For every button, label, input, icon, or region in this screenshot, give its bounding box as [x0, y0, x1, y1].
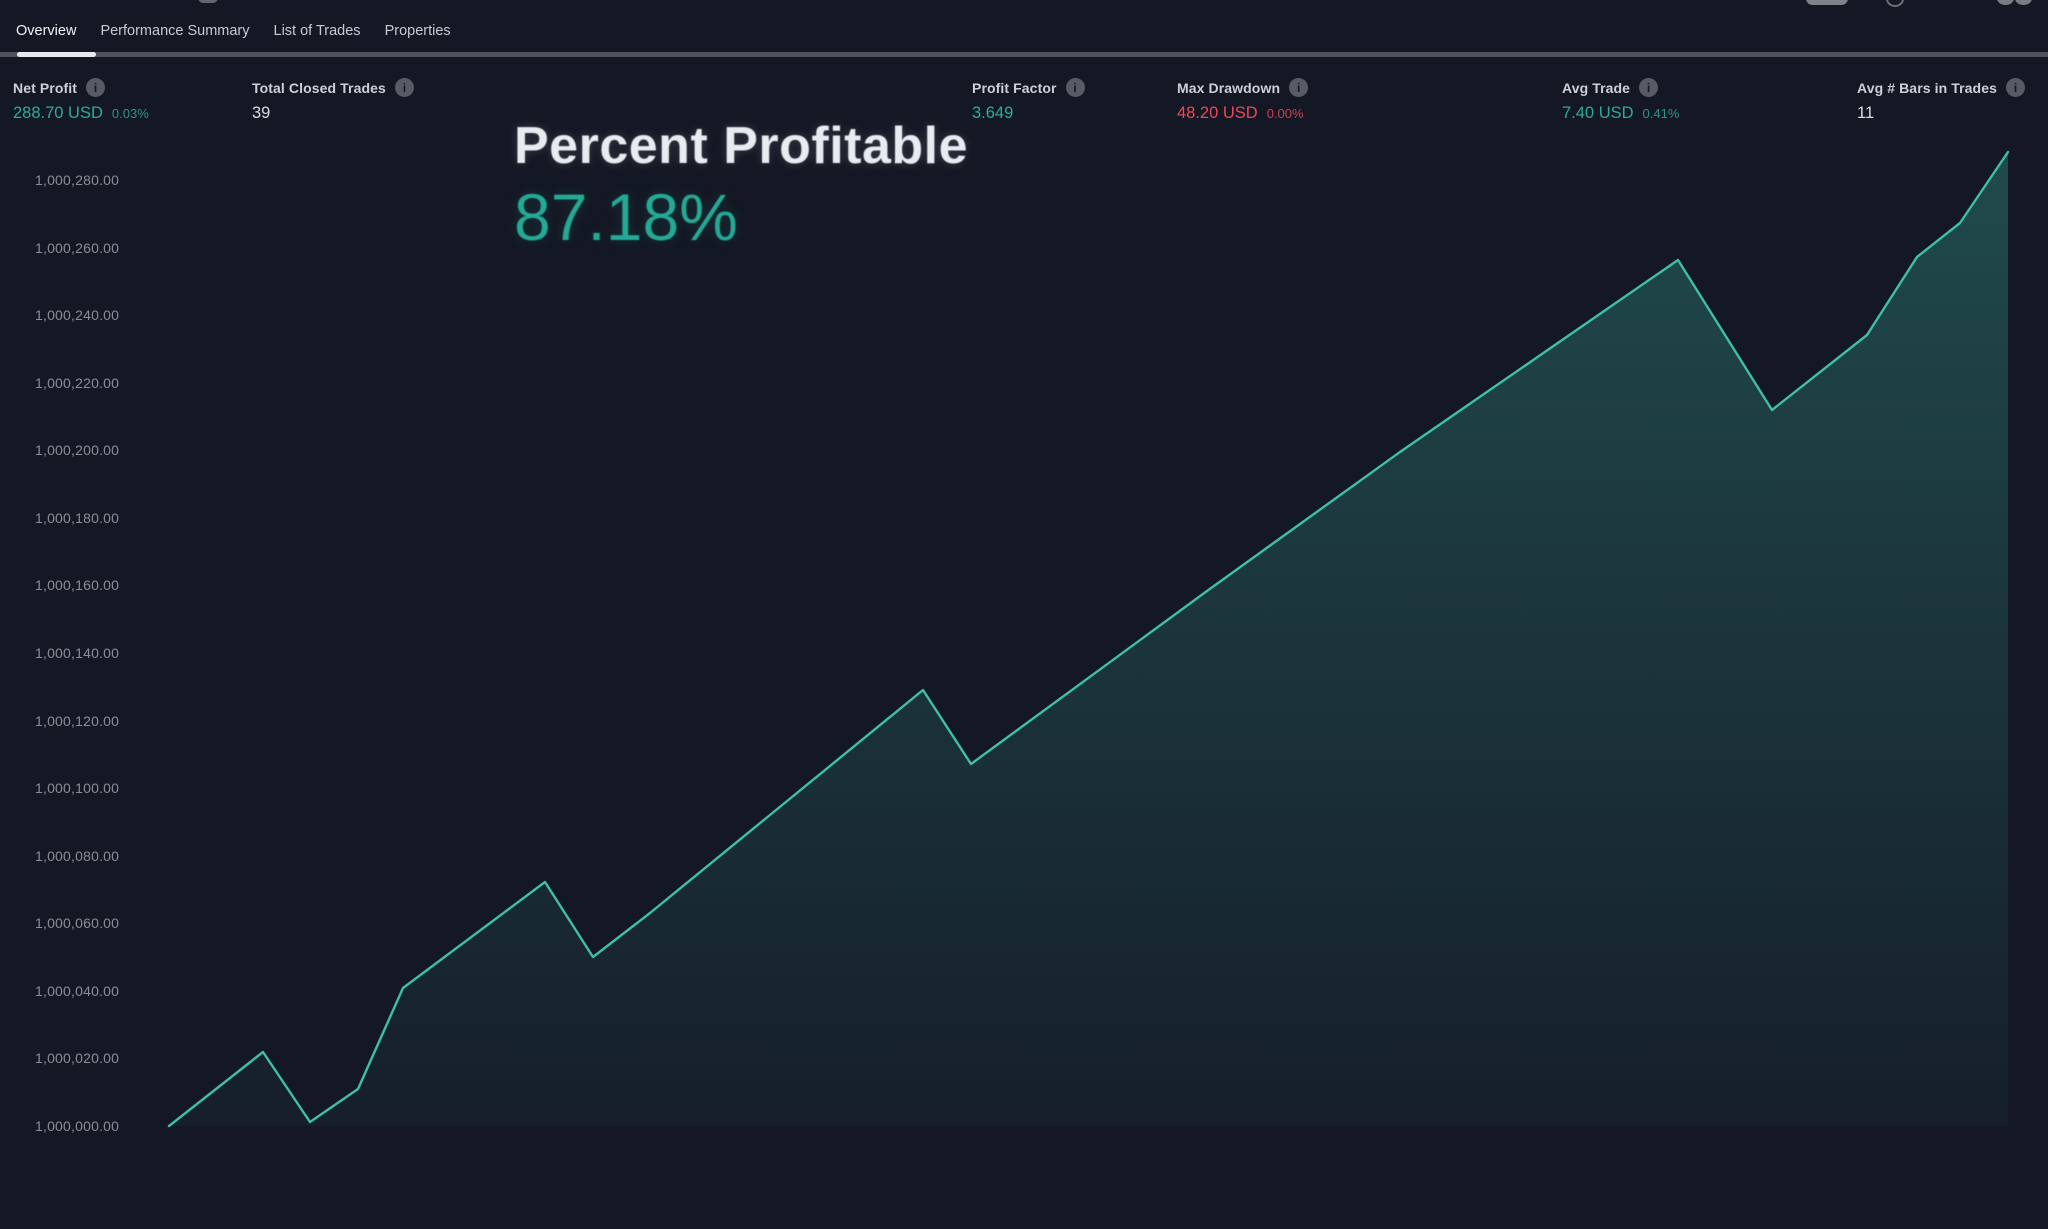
tab-active-underline	[17, 52, 96, 57]
stat-label: Max Drawdown	[1177, 79, 1281, 96]
stat-avg-trade: Avg Trade i 7.40 USD 0.41%	[1562, 78, 1679, 123]
stat-avg-bars-in-trades: Avg # Bars in Trades i 11	[1857, 78, 2025, 123]
y-axis: 1,000,280.00 1,000,260.00 1,000,240.00 1,00…	[0, 0, 200, 1229]
stat-percent: 0.41%	[1642, 106, 1680, 121]
y-axis-label: 1,000,140.00	[35, 644, 120, 661]
stat-value: 288.70 USD	[13, 104, 103, 122]
toolbar-dot-button-partial-icon[interactable]	[2015, 0, 2032, 5]
stat-value: 7.40 USD	[1562, 104, 1634, 122]
stat-profit-factor: Profit Factor i 3.649	[972, 78, 1085, 123]
stat-label: Net Profit	[13, 79, 77, 96]
stat-label: Avg # Bars in Trades	[1857, 79, 1997, 96]
y-axis-label: 1,000,280.00	[35, 172, 120, 188]
info-icon[interactable]: i	[1289, 78, 1309, 97]
stat-value: 39	[252, 104, 271, 122]
stat-label: Avg Trade	[1562, 79, 1631, 96]
tab-overview[interactable]: Overview	[16, 23, 77, 39]
tab-underline-track	[0, 52, 2048, 57]
stat-total-closed-trades: Total Closed Trades i 39	[252, 78, 414, 123]
tab-properties[interactable]: Properties	[384, 23, 451, 39]
y-axis-label: 1,000,040.00	[35, 982, 120, 999]
y-axis-label: 1,000,080.00	[35, 847, 120, 864]
stat-label: Percent Profitable	[514, 117, 969, 175]
stat-label: Total Closed Trades	[252, 79, 386, 96]
strategy-tester-tabs: Overview Performance Summary List of Tra…	[16, 22, 451, 40]
y-axis-label: 1,000,120.00	[35, 712, 120, 729]
toolbar-pill-button-partial-icon[interactable]	[1806, 0, 1848, 5]
y-axis-label: 1,000,180.00	[35, 509, 120, 526]
y-axis-label: 1,000,240.00	[35, 307, 120, 324]
y-axis-label: 1,000,000.00	[35, 1117, 120, 1134]
stat-value: 48.20 USD	[1177, 104, 1258, 122]
stat-max-drawdown: Max Drawdown i 48.20 USD 0.00%	[1177, 78, 1309, 123]
info-icon[interactable]: i	[2005, 78, 2025, 97]
equity-area-fill	[169, 152, 2008, 1126]
y-axis-label: 1,000,220.00	[35, 374, 120, 391]
y-axis-label: 1,000,060.00	[35, 915, 120, 932]
equity-line	[167, 150, 2010, 1128]
y-axis-label: 1,000,200.00	[35, 442, 120, 459]
stat-percent-profitable-magnified: Percent Profitable 87.18%	[514, 120, 968, 250]
toolbar-dot-button-partial-icon[interactable]	[1997, 0, 2014, 5]
y-axis-label: 1,000,100.00	[35, 780, 120, 797]
info-icon[interactable]: i	[1639, 78, 1659, 97]
info-icon[interactable]: i	[1065, 78, 1085, 97]
stat-value: 87.18%	[514, 180, 738, 254]
tab-list-of-trades[interactable]: List of Trades	[273, 23, 361, 39]
info-icon[interactable]: i	[86, 78, 105, 97]
stat-percent: 0.00%	[1266, 106, 1304, 121]
tab-performance-summary[interactable]: Performance Summary	[100, 23, 250, 39]
info-icon[interactable]: i	[394, 78, 414, 97]
stat-value: 11	[1857, 104, 1875, 122]
y-axis-label: 1,000,160.00	[35, 577, 120, 594]
stat-value: 3.649	[972, 104, 1014, 122]
stat-percent: 0.03%	[111, 106, 149, 121]
stat-net-profit: Net Profit i 288.70 USD 0.03%	[13, 78, 149, 123]
y-axis-label: 1,000,260.00	[35, 239, 120, 256]
y-axis-label: 1,000,020.00	[35, 1050, 120, 1067]
stat-label: Profit Factor	[972, 79, 1057, 96]
toolbar-pill-button-partial-icon[interactable]	[198, 0, 218, 3]
